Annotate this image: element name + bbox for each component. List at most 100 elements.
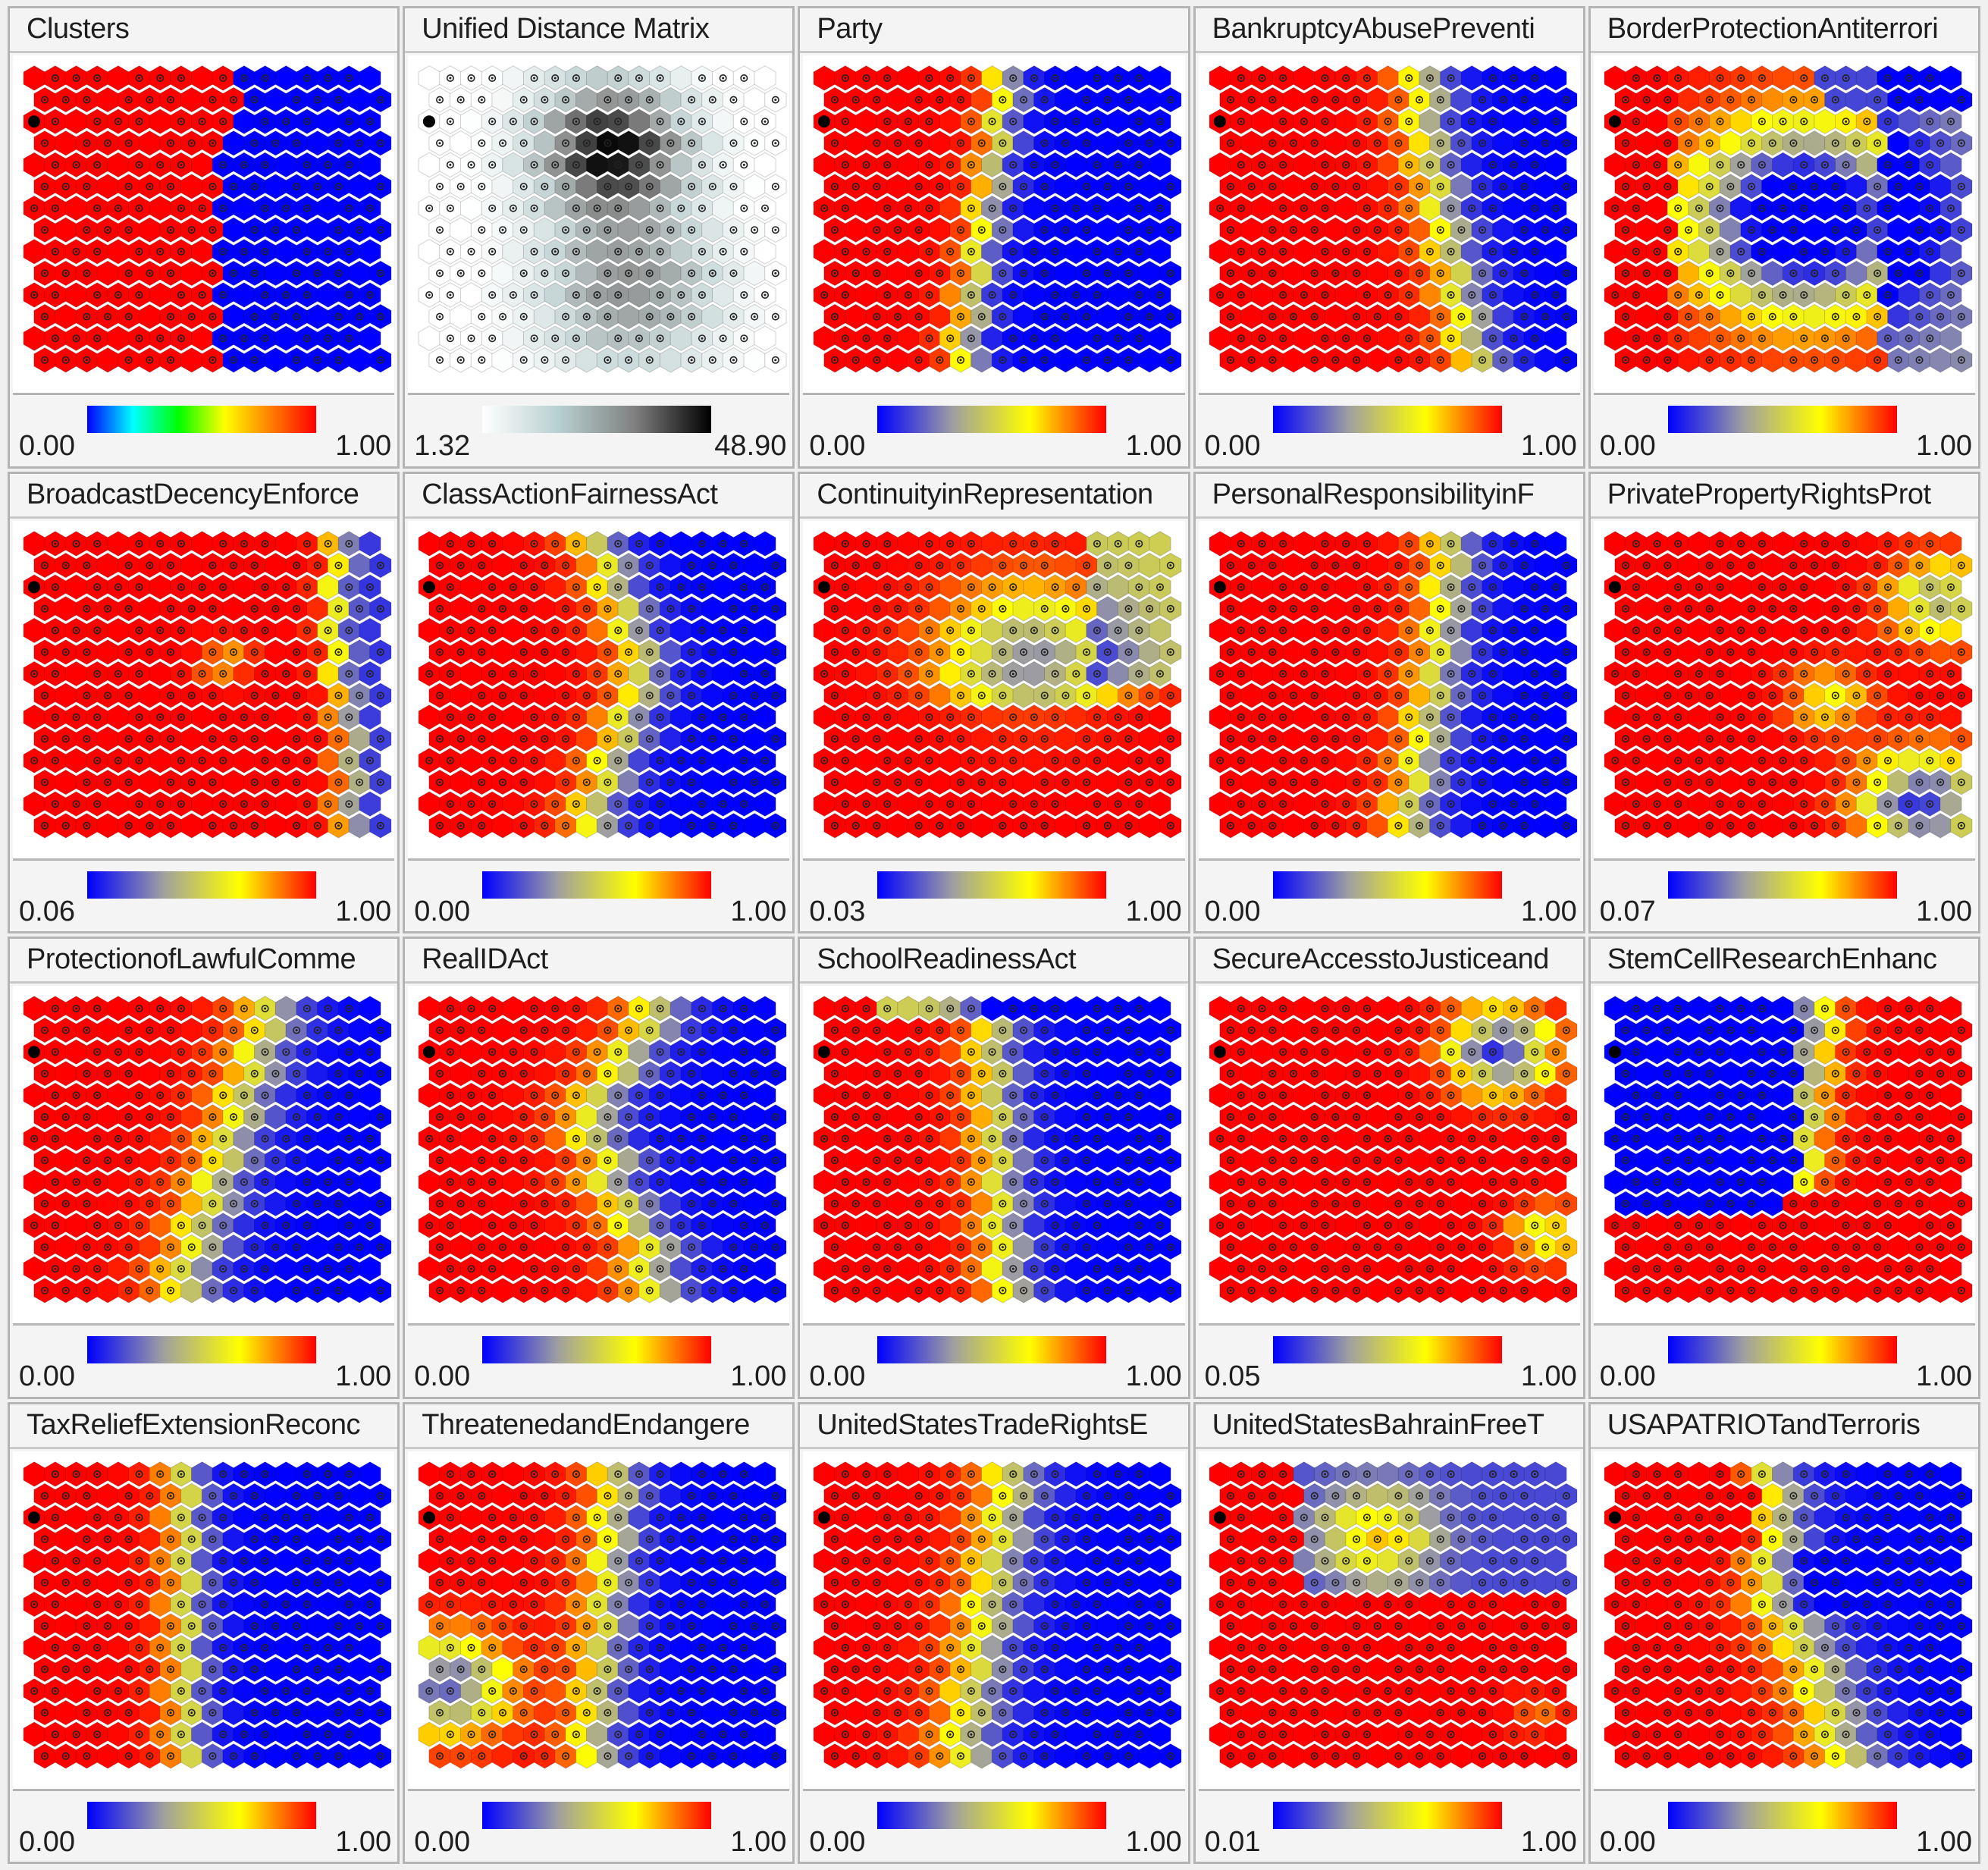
hex-cell	[1055, 552, 1077, 578]
hit-marker-center	[64, 271, 67, 275]
hit-marker	[604, 561, 612, 569]
hit-marker-center	[1334, 271, 1337, 275]
hit-marker-center	[284, 207, 287, 210]
hex-cell	[1845, 260, 1867, 287]
hit-marker	[282, 670, 290, 678]
hit-marker-center	[211, 607, 214, 610]
hit-marker-center	[379, 563, 382, 566]
hit-marker-center	[1544, 228, 1547, 231]
hit-marker-center	[659, 250, 662, 253]
hit-marker	[1551, 204, 1560, 212]
hex-cell	[1897, 195, 1921, 221]
hit-marker-center	[585, 607, 588, 610]
hit-marker-center	[886, 759, 889, 761]
hit-marker-center	[1138, 672, 1141, 675]
hit-marker	[293, 648, 301, 656]
hit-marker	[1894, 356, 1902, 364]
hit-marker	[436, 312, 444, 321]
hit-marker-center	[449, 120, 452, 123]
hit-marker-center	[284, 672, 287, 675]
hit-marker	[740, 334, 748, 343]
hex-cell	[64, 573, 88, 600]
hit-marker	[219, 626, 227, 634]
hit-marker-center	[180, 250, 183, 253]
hit-marker	[1530, 204, 1538, 212]
hit-marker-center	[949, 802, 952, 805]
hit-marker-center	[564, 607, 567, 610]
hit-marker-center	[1365, 250, 1369, 253]
hit-marker-center	[1438, 271, 1441, 275]
hit-marker-center	[585, 694, 588, 697]
hit-marker-center	[1917, 359, 1921, 362]
hex-cell	[1855, 325, 1878, 351]
hit-marker	[124, 648, 133, 656]
hit-marker	[635, 799, 644, 808]
hit-marker-center	[54, 207, 57, 210]
hit-marker	[456, 269, 465, 278]
hit-marker-center	[96, 715, 99, 718]
hit-marker-center	[939, 359, 942, 362]
hex-cell	[1677, 174, 1700, 199]
hit-marker	[831, 312, 839, 321]
hit-marker-center	[106, 694, 109, 697]
hit-marker	[967, 74, 976, 82]
hit-marker	[1321, 247, 1329, 256]
hit-marker-center	[764, 672, 767, 675]
hit-marker-center	[138, 293, 141, 297]
hit-marker-center	[358, 780, 361, 783]
hit-marker	[1341, 539, 1350, 548]
hit-marker-center	[295, 694, 298, 697]
hit-marker	[562, 778, 570, 786]
hit-marker	[645, 604, 654, 613]
hex-cell	[855, 108, 878, 134]
hex-cell	[1149, 325, 1171, 351]
hex-cell	[1209, 152, 1231, 178]
hit-marker	[1705, 96, 1714, 104]
hit-marker-center	[221, 163, 224, 166]
hit-marker-center	[438, 824, 441, 827]
hit-marker	[1562, 561, 1570, 569]
hit-marker	[572, 756, 581, 764]
hit-marker	[1873, 269, 1881, 278]
hit-marker-center	[896, 315, 899, 318]
hit-marker	[1926, 204, 1934, 212]
hit-marker-center	[96, 207, 99, 210]
hit-marker-center	[1708, 315, 1711, 318]
hit-marker	[177, 713, 185, 721]
hit-marker-center	[917, 651, 920, 653]
hex-cell	[855, 195, 878, 221]
hit-marker-center	[833, 607, 836, 610]
hit-marker	[842, 713, 850, 721]
hex-cell	[418, 530, 441, 557]
hit-marker	[541, 561, 549, 569]
hit-marker-center	[1065, 315, 1068, 318]
hit-marker	[146, 269, 154, 278]
hit-marker	[114, 670, 122, 678]
hex-cell	[1138, 347, 1162, 373]
hit-marker	[1478, 96, 1486, 104]
hit-marker-center	[1043, 694, 1046, 697]
hit-marker-center	[1086, 737, 1089, 740]
colorbar-min-label: 0.00	[1204, 430, 1261, 462]
hit-marker	[1362, 334, 1371, 343]
hit-marker	[499, 226, 507, 234]
hit-marker	[1894, 183, 1902, 191]
hit-marker	[313, 734, 321, 742]
hit-marker-center	[1086, 359, 1089, 362]
hit-marker-center	[1106, 99, 1109, 102]
hit-marker	[499, 778, 507, 786]
hit-marker-center	[1729, 359, 1732, 362]
hit-marker	[873, 821, 881, 830]
hit-marker	[345, 539, 353, 548]
hit-marker-center	[1281, 293, 1284, 297]
hex-cell	[669, 152, 693, 178]
hit-marker-center	[379, 651, 382, 653]
hex-cell	[1460, 152, 1483, 178]
hit-marker	[1258, 247, 1266, 256]
hit-marker	[925, 334, 933, 343]
hit-marker-center	[449, 163, 452, 166]
hit-marker-center	[616, 585, 619, 588]
hit-marker	[1009, 626, 1018, 634]
hex-cell	[1408, 217, 1431, 243]
hit-marker	[436, 183, 444, 191]
